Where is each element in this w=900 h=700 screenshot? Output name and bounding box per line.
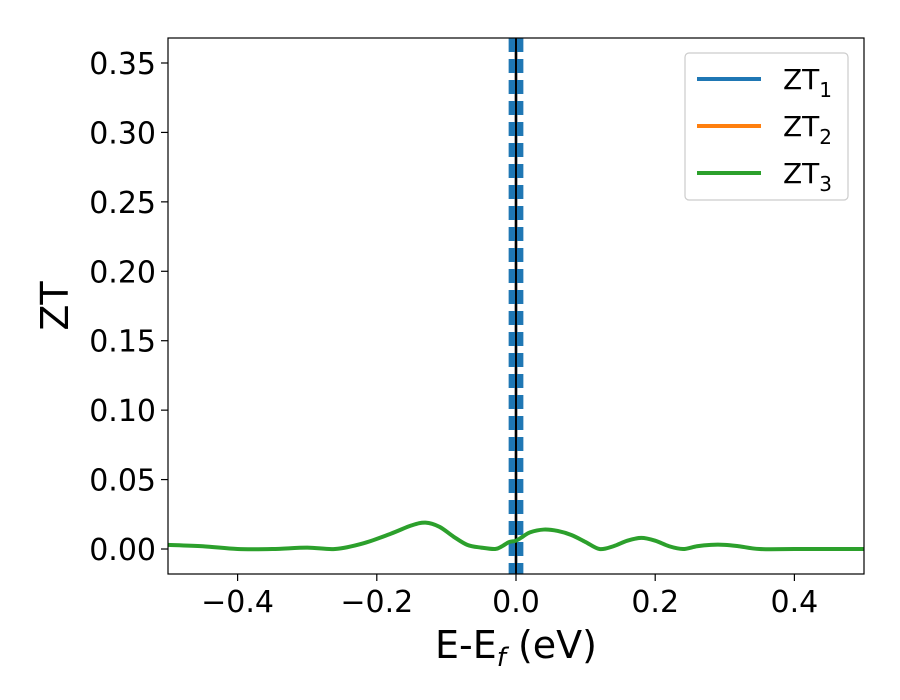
series-line-ZT3 — [168, 520, 864, 552]
x-axis-label: E-Ef (eV) — [435, 623, 597, 673]
x-tick-label: −0.4 — [201, 585, 274, 620]
y-tick-label: 0.10 — [89, 394, 156, 429]
y-tick-label: 0.35 — [89, 47, 156, 82]
y-tick-label: 0.30 — [89, 116, 156, 151]
legend-entry: ZT3 — [697, 157, 832, 196]
x-tick-label: 0.2 — [631, 585, 679, 620]
legend-label: ZT2 — [783, 110, 832, 149]
legend-label: ZT1 — [783, 63, 832, 102]
y-axis-ticks: 0.00 0.05 0.10 0.15 0.20 0.25 0.30 0.35 — [89, 47, 168, 568]
vertical-lines — [508, 38, 524, 574]
x-axis-label-main: E-E — [435, 623, 497, 667]
x-axis-ticks: −0.4 −0.2 0.0 0.2 0.4 — [201, 574, 818, 620]
y-axis-label: ZT — [33, 281, 77, 331]
x-tick-label: 0.4 — [771, 585, 819, 620]
y-tick-label: 0.20 — [89, 255, 156, 290]
x-axis-label-unit: (eV) — [506, 623, 597, 667]
y-tick-label: 0.25 — [89, 186, 156, 221]
legend-label: ZT3 — [783, 157, 832, 196]
y-tick-label: 0.05 — [89, 464, 156, 499]
series-layer — [168, 520, 864, 552]
legend-entry: ZT1 — [697, 63, 832, 102]
legend-entry: ZT2 — [697, 110, 832, 149]
y-tick-label: 0.15 — [89, 325, 156, 360]
x-tick-label: −0.2 — [340, 585, 413, 620]
x-tick-label: 0.0 — [492, 585, 540, 620]
legend-box — [684, 52, 849, 201]
legend: ZT1 ZT2 ZT3 — [684, 52, 849, 201]
y-tick-label: 0.00 — [89, 533, 156, 568]
